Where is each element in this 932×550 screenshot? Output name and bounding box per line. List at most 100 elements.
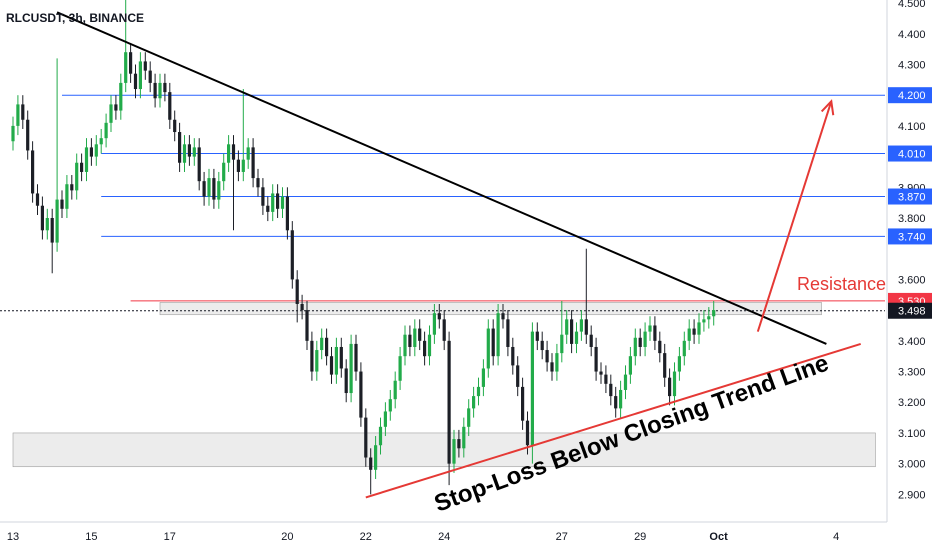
candle-body	[712, 310, 716, 317]
candle-body	[241, 159, 245, 172]
candle-body	[261, 187, 265, 206]
candle-body	[178, 132, 182, 163]
candle-body	[290, 230, 294, 280]
candle-body	[496, 313, 500, 357]
candle-body	[187, 144, 191, 157]
candle-body	[565, 319, 569, 335]
candle-body	[476, 386, 481, 397]
candle-body	[619, 389, 623, 409]
candle-body	[609, 383, 613, 397]
candle-body	[663, 353, 667, 378]
breakout-arrow-head	[820, 99, 835, 116]
candle-body	[599, 371, 603, 375]
candle-body	[423, 340, 427, 357]
candle-body	[638, 337, 642, 347]
candle-body	[138, 61, 142, 90]
candle-body	[447, 340, 451, 464]
x-tick-label: 13	[7, 531, 19, 543]
y-tick-label: 3.200	[898, 397, 926, 409]
y-tick-label: 3.600	[898, 274, 926, 286]
candle-body	[89, 147, 93, 157]
candles-layer	[11, 0, 716, 495]
candle-body	[525, 420, 530, 446]
candle-body	[545, 350, 549, 363]
ascending-trendline	[365, 342, 861, 499]
x-tick-label: 4	[833, 531, 839, 543]
candle-body	[506, 319, 510, 347]
candle-body	[672, 371, 677, 397]
candle-body	[202, 181, 206, 197]
x-tick-label: Oct	[709, 531, 728, 543]
support-zone	[12, 432, 876, 468]
x-tick-label: 17	[164, 531, 176, 543]
candle-body	[408, 334, 412, 347]
candle-body	[320, 337, 324, 351]
candle-body	[584, 319, 588, 335]
candle-body	[119, 82, 123, 111]
price-tag	[888, 228, 932, 245]
breakout-arrow	[756, 101, 833, 332]
symbol-label: RLCUSDT, 3h, BINANCE	[6, 11, 144, 25]
candle-body	[114, 104, 118, 111]
price-axis[interactable]: 4.5004.4004.3004.1003.9003.8003.6003.400…	[886, 0, 932, 522]
candle-body	[325, 337, 329, 357]
candle-body	[707, 316, 711, 320]
candle-body	[231, 144, 236, 160]
price-levels-layer	[0, 94, 885, 312]
candle-body	[677, 356, 681, 372]
candle-body	[329, 356, 334, 375]
candle-body	[70, 184, 74, 191]
candle-body	[668, 377, 672, 397]
y-tick-label: 2.900	[898, 489, 926, 501]
candle-body	[427, 334, 432, 357]
candle-body	[280, 196, 285, 209]
candle-body	[653, 325, 657, 341]
candle-body	[374, 445, 378, 470]
candle-body	[702, 319, 706, 323]
candle-body	[359, 371, 363, 418]
descending-trendline	[56, 11, 827, 345]
candle-body	[369, 457, 373, 470]
candle-body	[452, 439, 456, 464]
candle-body	[84, 147, 89, 172]
candle-body	[271, 193, 275, 212]
resistance-label: Resistance	[797, 274, 886, 294]
candle-body	[158, 82, 162, 99]
x-tick-label: 24	[438, 531, 450, 543]
x-tick-label: 22	[360, 531, 372, 543]
y-tick-label: 4.400	[898, 29, 926, 41]
candle-body	[129, 52, 133, 74]
candle-body	[604, 374, 608, 384]
y-tick-label: 3.300	[898, 367, 926, 379]
candle-body	[413, 328, 417, 347]
candle-body	[560, 334, 564, 354]
price-tag-label: 3.740	[898, 231, 926, 243]
candle-body	[344, 368, 348, 394]
y-tick-label: 4.100	[898, 121, 926, 133]
candle-body	[227, 144, 231, 163]
candle-body	[633, 337, 637, 357]
current-price-label: 3.498	[898, 306, 926, 318]
x-tick-label: 20	[281, 531, 293, 543]
candle-body	[266, 205, 270, 212]
candle-body	[256, 178, 260, 188]
candle-body	[31, 150, 35, 194]
candle-body	[378, 426, 383, 446]
candle-body	[276, 193, 280, 209]
candle-body	[623, 374, 628, 390]
candle-body	[50, 218, 54, 243]
candle-body	[94, 144, 98, 157]
candle-body	[648, 325, 652, 332]
candle-body	[521, 386, 525, 421]
candle-body	[658, 340, 662, 354]
candle-body	[55, 199, 59, 243]
candle-body	[437, 313, 441, 320]
candle-body	[511, 346, 515, 366]
candle-body	[207, 178, 211, 197]
candle-body	[579, 319, 583, 332]
candle-body	[486, 328, 490, 369]
candle-body	[251, 147, 255, 179]
time-axis[interactable]: 13 15 17 20 22 24 27 29 Oct 4	[0, 521, 887, 543]
candle-body	[310, 340, 314, 372]
